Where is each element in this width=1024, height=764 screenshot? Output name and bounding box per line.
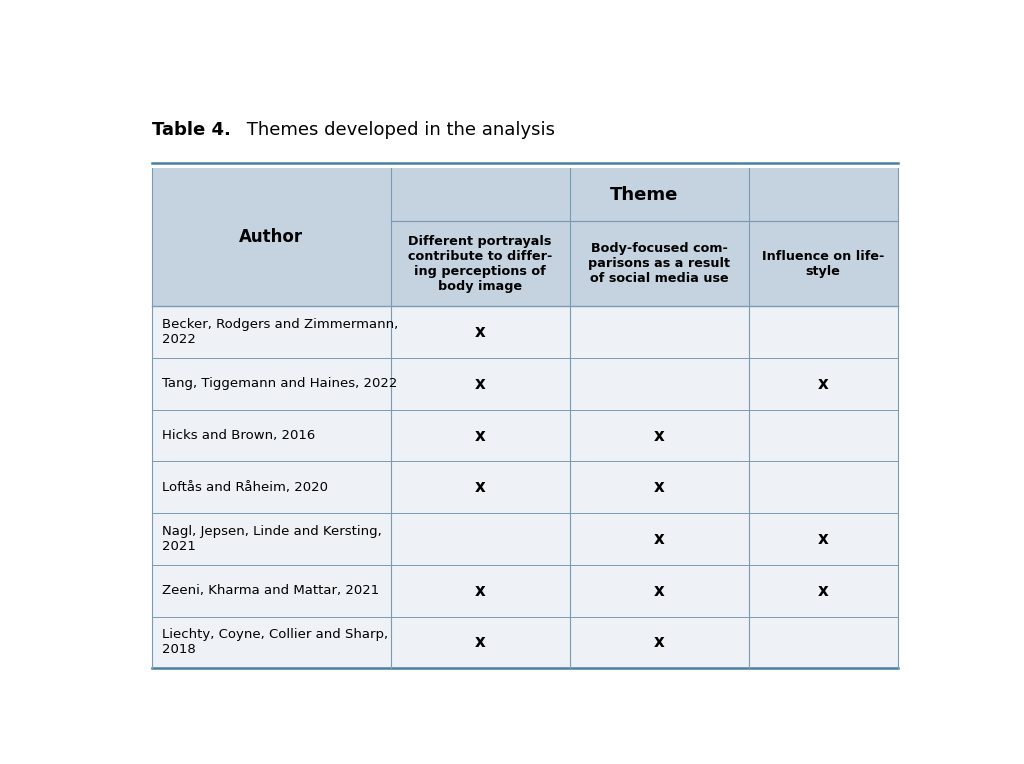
Text: Author: Author — [239, 228, 303, 246]
Bar — [569, 410, 749, 461]
Bar — [749, 617, 898, 668]
Bar — [569, 513, 749, 565]
Text: Influence on life-
style: Influence on life- style — [762, 250, 885, 278]
Bar — [569, 461, 749, 513]
Text: x: x — [653, 633, 665, 652]
Text: Liechty, Coyne, Collier and Sharp,
2018: Liechty, Coyne, Collier and Sharp, 2018 — [162, 628, 388, 656]
Text: Theme: Theme — [610, 186, 678, 204]
Bar — [152, 358, 390, 410]
Text: x: x — [653, 478, 665, 497]
Bar — [569, 306, 749, 358]
Text: x: x — [653, 426, 665, 445]
Bar — [390, 221, 569, 306]
Bar — [390, 306, 569, 358]
Bar — [749, 358, 898, 410]
Bar — [749, 461, 898, 513]
Text: x: x — [653, 581, 665, 600]
Text: Loftås and Råheim, 2020: Loftås and Råheim, 2020 — [162, 481, 328, 494]
Text: Table 4.: Table 4. — [152, 121, 230, 139]
Bar — [749, 565, 898, 617]
Bar — [152, 617, 390, 668]
Text: Becker, Rodgers and Zimmermann,
2022: Becker, Rodgers and Zimmermann, 2022 — [162, 319, 398, 346]
Text: x: x — [475, 633, 485, 652]
Bar — [749, 168, 898, 221]
Bar — [152, 461, 390, 513]
Text: Hicks and Brown, 2016: Hicks and Brown, 2016 — [162, 429, 315, 442]
Bar — [749, 221, 898, 306]
Bar — [749, 306, 898, 358]
Bar — [390, 461, 569, 513]
Text: x: x — [475, 426, 485, 445]
Text: Different portrayals
contribute to differ-
ing perceptions of
body image: Different portrayals contribute to diffe… — [408, 235, 552, 293]
Text: Themes developed in the analysis: Themes developed in the analysis — [242, 121, 555, 139]
Text: Tang, Tiggemann and Haines, 2022: Tang, Tiggemann and Haines, 2022 — [162, 377, 397, 390]
Text: x: x — [818, 375, 828, 393]
Bar — [152, 168, 390, 306]
Bar — [569, 221, 749, 306]
Bar — [390, 617, 569, 668]
Bar — [390, 513, 569, 565]
Bar — [569, 565, 749, 617]
Bar — [569, 358, 749, 410]
Bar — [152, 565, 390, 617]
Bar — [152, 410, 390, 461]
Bar — [749, 513, 898, 565]
Bar — [152, 306, 390, 358]
Text: x: x — [475, 323, 485, 342]
Bar — [390, 565, 569, 617]
Text: x: x — [475, 478, 485, 497]
Bar — [749, 410, 898, 461]
Bar — [152, 513, 390, 565]
Bar — [390, 168, 569, 221]
Text: x: x — [818, 581, 828, 600]
Bar — [390, 410, 569, 461]
Bar — [390, 358, 569, 410]
Text: x: x — [475, 581, 485, 600]
Text: x: x — [475, 375, 485, 393]
Text: Nagl, Jepsen, Linde and Kersting,
2021: Nagl, Jepsen, Linde and Kersting, 2021 — [162, 525, 382, 553]
Text: Zeeni, Kharma and Mattar, 2021: Zeeni, Kharma and Mattar, 2021 — [162, 584, 379, 597]
Text: Body-focused com-
parisons as a result
of social media use: Body-focused com- parisons as a result o… — [588, 242, 730, 285]
Bar — [569, 617, 749, 668]
Text: x: x — [653, 530, 665, 548]
Text: x: x — [818, 530, 828, 548]
Bar — [569, 168, 749, 221]
